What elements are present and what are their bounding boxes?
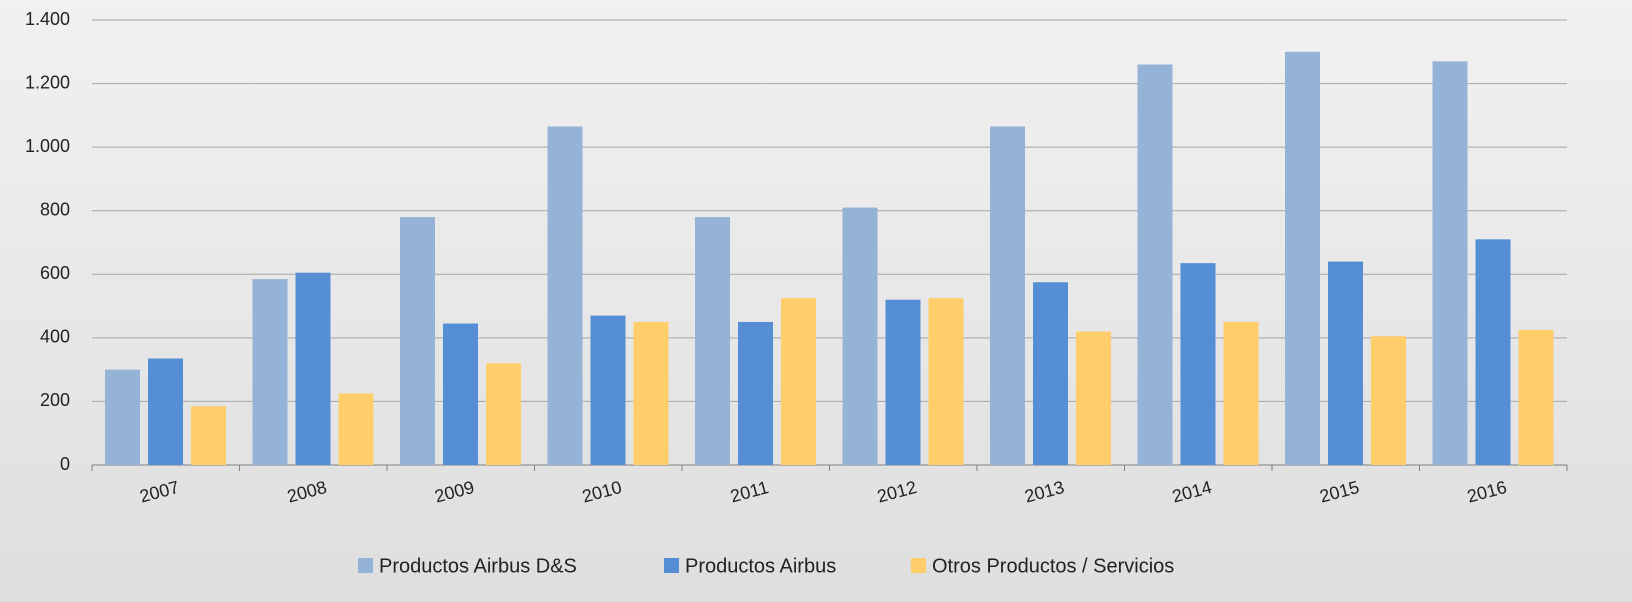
- legend-label: Otros Productos / Servicios: [932, 555, 1174, 577]
- bar: [695, 217, 730, 465]
- legend-label: Productos Airbus: [685, 555, 836, 577]
- bar: [885, 299, 921, 465]
- bar: [1475, 239, 1511, 465]
- bar: [842, 207, 878, 466]
- y-tick-label: 600: [40, 263, 70, 283]
- bar: [1432, 61, 1468, 465]
- y-tick-label: 1.000: [25, 136, 70, 156]
- y-tick-label: 0: [60, 454, 70, 474]
- bar: [633, 321, 669, 465]
- y-tick-label: 400: [40, 327, 70, 347]
- x-tick-label: 2016: [1465, 477, 1509, 507]
- x-tick-label: 2010: [580, 477, 624, 507]
- x-tick-label: 2009: [432, 477, 476, 507]
- x-tick-label: 2015: [1317, 477, 1361, 507]
- bar: [990, 126, 1025, 465]
- legend-swatch: [358, 558, 373, 573]
- x-tick-label: 2008: [285, 477, 329, 507]
- bar: [1137, 64, 1173, 465]
- bar: [1180, 263, 1216, 465]
- bar: [1371, 336, 1406, 465]
- bar: [1223, 321, 1259, 465]
- bar: [400, 217, 435, 465]
- bar: [590, 315, 626, 465]
- y-tick-label: 800: [40, 199, 70, 219]
- x-tick-label: 2012: [875, 477, 919, 507]
- bar: [1076, 331, 1111, 465]
- y-tick-label: 200: [40, 390, 70, 410]
- bar: [443, 323, 478, 465]
- bar: [148, 358, 183, 465]
- bar: [105, 369, 140, 465]
- bar: [1033, 282, 1068, 465]
- bar: [252, 279, 288, 465]
- legend-label: Productos Airbus D&S: [379, 555, 577, 577]
- bar: [191, 406, 226, 465]
- y-tick-label: 1.400: [25, 9, 70, 29]
- bar: [1518, 329, 1554, 465]
- x-tick-label: 2007: [137, 477, 181, 507]
- bar: [1285, 51, 1320, 466]
- bar: [547, 126, 583, 465]
- y-tick-label: 1.200: [25, 72, 70, 92]
- x-tick-label: 2013: [1022, 477, 1066, 507]
- bar: [1328, 261, 1363, 465]
- bar: [928, 298, 964, 465]
- x-tick-label: 2014: [1170, 477, 1214, 507]
- legend-swatch: [664, 558, 679, 573]
- x-tick-label: 2011: [728, 477, 771, 506]
- bar: [295, 272, 331, 465]
- bar: [486, 363, 521, 465]
- bar: [781, 298, 816, 465]
- legend-swatch: [911, 558, 926, 573]
- bar: [738, 321, 773, 465]
- bar: [338, 393, 374, 465]
